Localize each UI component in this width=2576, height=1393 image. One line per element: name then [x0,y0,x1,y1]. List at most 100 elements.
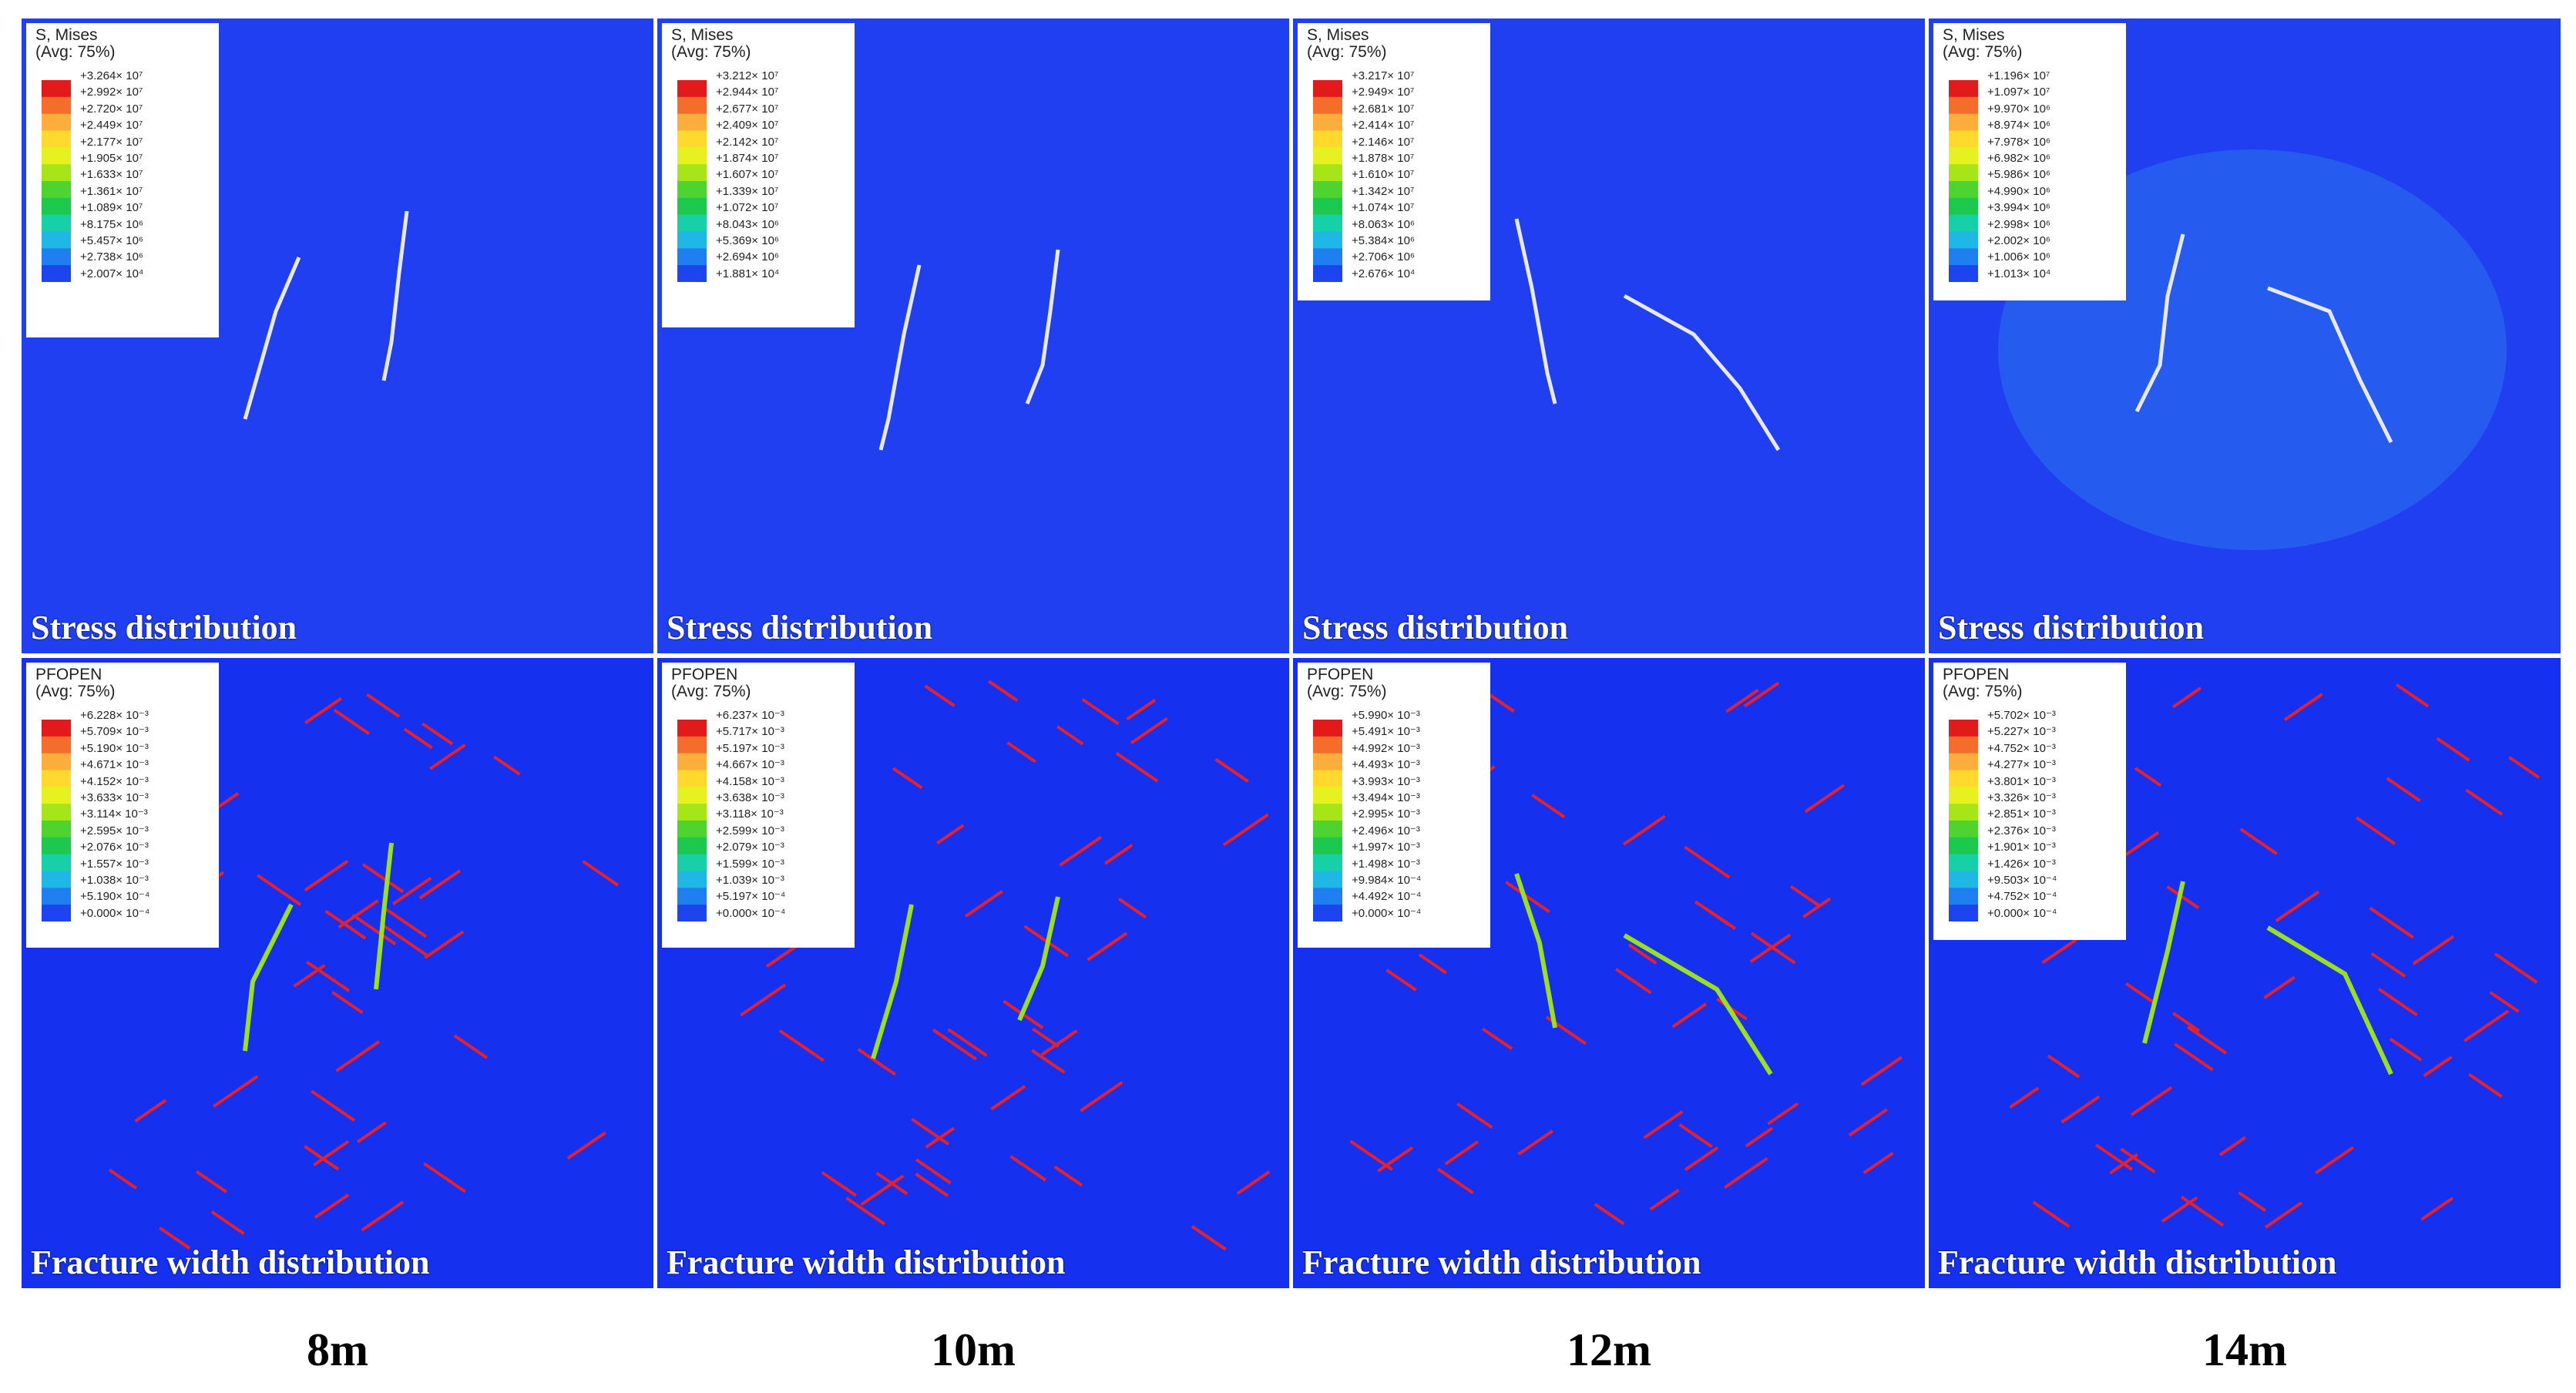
natural-fracture [1802,897,1832,918]
stress-caption: Stress distribution [1938,609,2205,646]
natural-fracture [582,860,620,887]
legend-ticks: +5.702× 10⁻³ +5.227× 10⁻³ +4.752× 10⁻³ +4.2… [1987,707,2057,921]
legend-tick-label: +1.610× 10⁷ [1352,168,1415,182]
legend-color-band [677,720,707,737]
natural-fracture [990,1085,1026,1111]
natural-fracture [2412,935,2455,965]
legend-color-band [42,905,71,921]
natural-fracture [566,1131,606,1160]
legend-tick-label: +1.038× 10⁻³ [80,874,149,888]
legend-tick-label: +3.993× 10⁻³ [1352,774,1420,788]
legend-color-band [1949,837,1978,855]
legend-color-band [42,231,71,249]
natural-fracture [2239,827,2278,855]
legend-color-band [1949,265,1978,282]
natural-fracture [1086,931,1128,962]
natural-fracture [1103,844,1134,865]
stress-legend: S, Mises (Avg: 75%) +1.196× 10⁷ +1.097× 1… [1933,23,2126,300]
natural-fracture [2420,1197,2454,1221]
fracture-panel-12m: PFOPEN (Avg: 75%) +5.990× 10⁻³ +5.491× 10… [1293,658,1925,1288]
legend-color-band [42,720,71,737]
stress-panel-8m: S, Mises (Avg: 75%) +3.264× 10⁷ +2.992× 1… [22,18,653,653]
legend-tick-label: +3.212× 10⁷ [716,69,779,82]
legend-tick-label: +1.039× 10⁻³ [716,874,784,888]
natural-fracture [1505,881,1551,914]
legend-tick-label: +4.158× 10⁻³ [716,774,784,788]
legend-tick-label: +4.671× 10⁻³ [80,758,149,772]
legend-title: PFOPEN [35,666,102,683]
natural-fracture [1704,907,1736,930]
legend-ticks: +6.228× 10⁻³ +5.709× 10⁻³ +5.190× 10⁻³ +4.6… [80,707,149,921]
natural-fracture [1848,1108,1888,1137]
legend-ticks: +5.990× 10⁻³ +5.491× 10⁻³ +4.992× 10⁻³ +4.4… [1352,707,1421,921]
natural-fracture [2436,737,2470,762]
legend-color-band [677,753,707,770]
legend-color-band [1313,736,1342,754]
legend-tick-label: +5.190× 10⁻³ [80,741,149,755]
natural-fracture [2386,777,2421,802]
natural-fracture [1614,968,1652,995]
natural-fracture [1684,1146,1719,1171]
natural-fracture [391,876,432,905]
legend-tick-label: +2.694× 10⁶ [716,250,780,264]
legend-color-band [1949,130,1978,148]
legend-color-band [677,888,707,905]
natural-fracture [1385,968,1417,992]
legend-tick-label: +2.851× 10⁻³ [1987,807,2056,821]
legend-tick-label: +2.720× 10⁷ [80,102,143,116]
legend-color-band [1313,214,1342,232]
natural-fracture [304,859,349,892]
natural-fracture [2060,1095,2101,1124]
natural-fracture [2465,788,2504,816]
legend-color-band [677,113,707,131]
natural-fracture [2370,952,2406,978]
legend-color-band [42,888,71,905]
legend-tick-label: +9.503× 10⁻⁴ [1987,874,2057,888]
legend-color-band [42,96,71,115]
legend-color-band [42,787,71,804]
natural-fracture [2161,1196,2198,1223]
natural-fracture [1743,681,1780,708]
legend-title: S, Mises [671,26,734,44]
natural-fracture [821,1171,857,1197]
legend-tick-label: +4.493× 10⁻³ [1352,758,1420,772]
natural-fracture [1749,933,1792,964]
fracture-panel-10m: PFOPEN (Avg: 75%) +6.237× 10⁻³ +5.717× 10… [657,658,1289,1288]
legend-color-band [677,130,707,148]
stress-caption: Stress distribution [31,609,297,646]
natural-fracture [335,1040,381,1072]
legend-tick-label: +5.709× 10⁻³ [80,725,149,739]
legend-color-band [677,231,707,249]
legend-color-band [42,871,71,888]
natural-fracture [2263,975,2296,999]
legend-tick-label: +1.196× 10⁷ [1987,69,2050,82]
legend-color-band [1313,871,1342,888]
legend-avg: (Avg: 75%) [671,683,751,700]
stress-legend: S, Mises (Avg: 75%) +3.212× 10⁷ +2.944× 1… [662,23,855,327]
legend-color-band [1313,164,1342,182]
legend-tick-label: +1.361× 10⁷ [80,184,143,198]
legend-tick-label: +6.228× 10⁻³ [80,709,149,722]
natural-fracture [306,960,351,992]
natural-fracture [911,1117,950,1146]
natural-fracture [1059,835,1103,867]
legend-tick-label: +1.599× 10⁻³ [716,857,784,871]
natural-fracture [382,924,429,958]
legend-color-band [677,854,707,871]
legend-color-band [1949,804,1978,821]
fracture-legend: PFOPEN (Avg: 75%) +6.228× 10⁻³ +5.709× 10… [26,663,219,948]
column-label-12m: 12m [1567,1324,1651,1375]
legend-tick-label: +1.607× 10⁷ [716,168,779,182]
legend-color-band [1949,821,1978,838]
natural-fracture [1804,784,1846,814]
hydraulic-fracture-width [374,842,394,990]
natural-fracture [1053,1165,1083,1187]
hydraulic-fracture [243,257,301,420]
legend-color-band [677,214,707,232]
natural-fracture [2468,1072,2503,1099]
natural-fracture [1009,1155,1047,1182]
legend-tick-label: +2.414× 10⁷ [1352,119,1415,133]
legend-color-band [1949,753,1978,770]
legend-color-bar [1949,720,1978,921]
legend-color-band [677,248,707,266]
